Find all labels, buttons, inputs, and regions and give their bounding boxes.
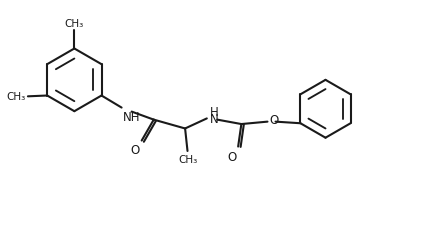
Text: N: N [210, 113, 218, 126]
Text: H: H [210, 106, 218, 119]
Text: CH₃: CH₃ [65, 19, 84, 29]
Text: CH₃: CH₃ [178, 155, 197, 164]
Text: O: O [130, 144, 139, 157]
Text: O: O [227, 150, 237, 163]
Text: CH₃: CH₃ [7, 92, 26, 102]
Text: NH: NH [123, 111, 141, 123]
Text: O: O [270, 113, 279, 126]
